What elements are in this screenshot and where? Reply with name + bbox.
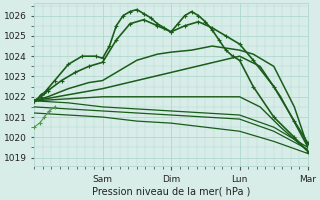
X-axis label: Pression niveau de la mer( hPa ): Pression niveau de la mer( hPa ) [92,187,250,197]
